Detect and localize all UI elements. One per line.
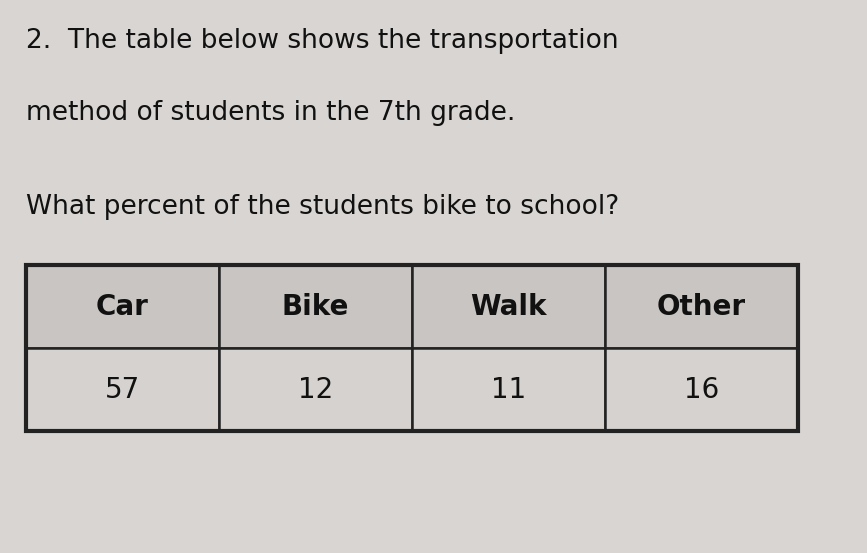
Text: 11: 11 [491,376,526,404]
Text: 2.  The table below shows the transportation: 2. The table below shows the transportat… [26,28,619,54]
Bar [412,265,605,348]
Bar [26,265,218,348]
Bar [605,265,798,348]
Bar [605,348,798,431]
Bar [412,348,605,431]
Bar [218,348,412,431]
Bar [26,348,218,431]
Text: Other: Other [656,293,746,321]
Text: Walk: Walk [470,293,546,321]
Text: Car: Car [96,293,149,321]
Text: Bike: Bike [282,293,349,321]
Text: 12: 12 [297,376,333,404]
Bar [26,265,798,431]
Text: 57: 57 [105,376,140,404]
Text: What percent of the students bike to school?: What percent of the students bike to sch… [26,194,619,220]
Text: method of students in the 7th grade.: method of students in the 7th grade. [26,100,515,126]
Bar [218,265,412,348]
Text: 16: 16 [683,376,719,404]
